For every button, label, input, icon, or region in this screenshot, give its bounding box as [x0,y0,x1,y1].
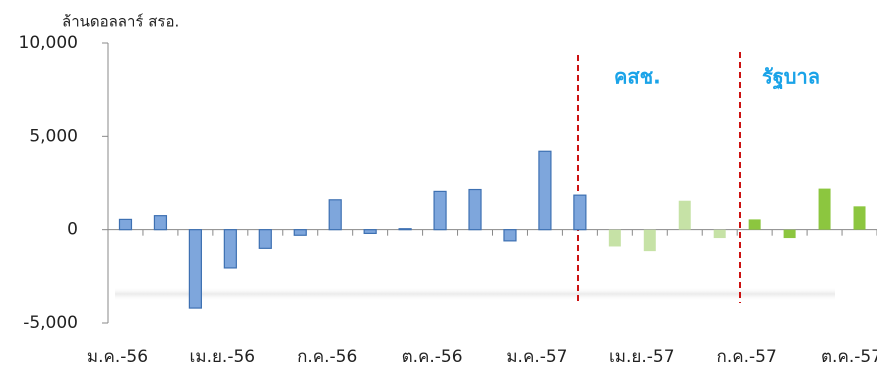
y-tick-label: 0 [67,220,78,240]
shadow [115,287,835,301]
bar [328,199,342,231]
bar [153,215,168,231]
bar [573,194,587,231]
bar [433,190,447,231]
bar [608,229,621,247]
y-axis-label: ล้านดอลลาร์ สรอ. [62,13,179,31]
y-tick-label: -5,000 [23,313,78,333]
x-tick-label: ต.ค.-56 [402,347,463,367]
x-tick-label: ม.ค.-57 [506,347,567,367]
bar [818,188,831,230]
bar [363,229,377,235]
bar [293,229,307,236]
bar [503,229,517,242]
bar [398,228,412,231]
x-tick-label: เม.ย.-56 [190,347,256,367]
x-tick-label: เม.ย.-57 [609,347,675,367]
x-tick-label: ต.ค.-57 [821,347,877,367]
x-tick-label: ม.ค.-56 [87,347,148,367]
x-tick-label: ก.ค.-57 [717,347,777,367]
annotation: คสช. [614,65,661,89]
annotation: รัฐบาล [762,65,820,91]
bar [748,219,761,230]
bar [783,229,796,239]
y-tick-label: 10,000 [19,33,78,53]
bar [258,229,272,249]
x-tick-label: ก.ค.-56 [297,347,357,367]
bar [468,188,482,231]
bar [713,229,726,239]
bar [538,150,552,231]
y-tick-label: 5,000 [29,126,78,146]
bar [223,229,237,269]
bar [853,206,866,230]
bar [678,200,691,230]
bar [188,229,202,309]
bar [118,218,133,231]
bar [643,229,656,252]
